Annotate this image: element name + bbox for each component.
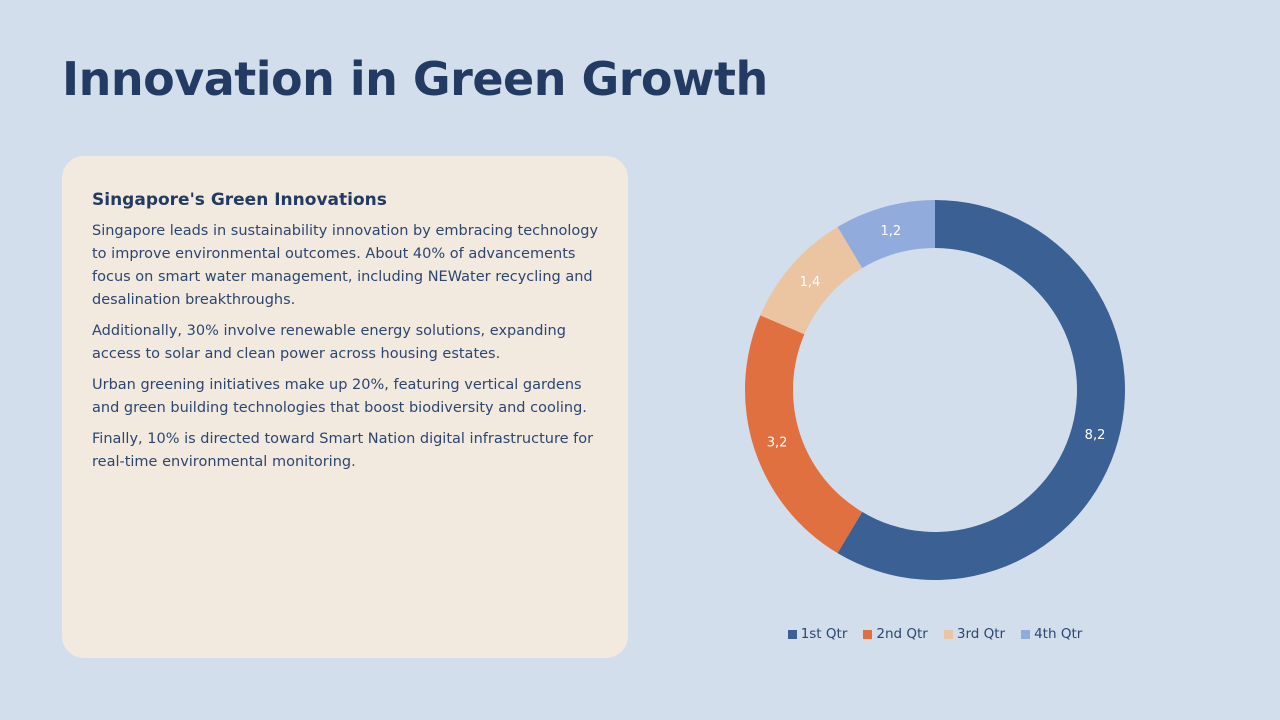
card-paragraph-greening: Urban greening initiatives make up 20%, … xyxy=(92,377,587,416)
card-heading: Singapore's Green Innovations xyxy=(92,190,387,210)
chart-legend: 1st Qtr 2nd Qtr 3rd Qtr 4th Qtr xyxy=(640,626,1230,642)
doughnut-chart: 8,2 3,2 1,4 1,2 1st Qtr 2nd Qtr 3rd Qtr 4th Qt… xyxy=(640,150,1260,680)
legend-label-4: 4th Qtr xyxy=(1034,626,1083,642)
doughnut-chart-svg: 8,2 3,2 1,4 1,2 xyxy=(745,200,1125,580)
text-card: Singapore's Green Innovations Singapore … xyxy=(62,156,628,658)
donut-slice-label-2: 3,2 xyxy=(767,435,788,450)
legend-item-2: 2nd Qtr xyxy=(863,626,928,642)
legend-label-3: 3rd Qtr xyxy=(956,626,1006,642)
slide-title: Innovation in Green Growth xyxy=(62,52,768,106)
donut-slice-label-3: 1,4 xyxy=(800,275,821,290)
legend-item-4: 4th Qtr xyxy=(1021,626,1082,642)
legend-swatch-2 xyxy=(863,629,873,639)
legend-swatch-4 xyxy=(1021,629,1031,639)
donut-slice-1 xyxy=(837,200,1125,580)
card-paragraph-water: Singapore leads in sustainability innova… xyxy=(92,223,599,308)
donut-slice-label-4: 1,2 xyxy=(880,224,901,239)
card-paragraph-digital: Finally, 10% is directed toward Smart Na… xyxy=(92,431,594,470)
donut-slice-2 xyxy=(745,315,863,554)
legend-label-1: 1st Qtr xyxy=(800,626,848,642)
card-paragraph-energy: Additionally, 30% involve renewable ener… xyxy=(92,323,566,362)
legend-label-2: 2nd Qtr xyxy=(876,626,928,642)
legend-item-1: 1st Qtr xyxy=(787,626,848,642)
donut-slice-4 xyxy=(837,200,935,269)
legend-item-3: 3rd Qtr xyxy=(943,626,1006,642)
donut-slice-3 xyxy=(760,226,863,335)
donut-slice-label-1: 8,2 xyxy=(1085,428,1106,443)
legend-swatch-3 xyxy=(943,629,953,639)
legend-swatch-1 xyxy=(787,629,797,639)
